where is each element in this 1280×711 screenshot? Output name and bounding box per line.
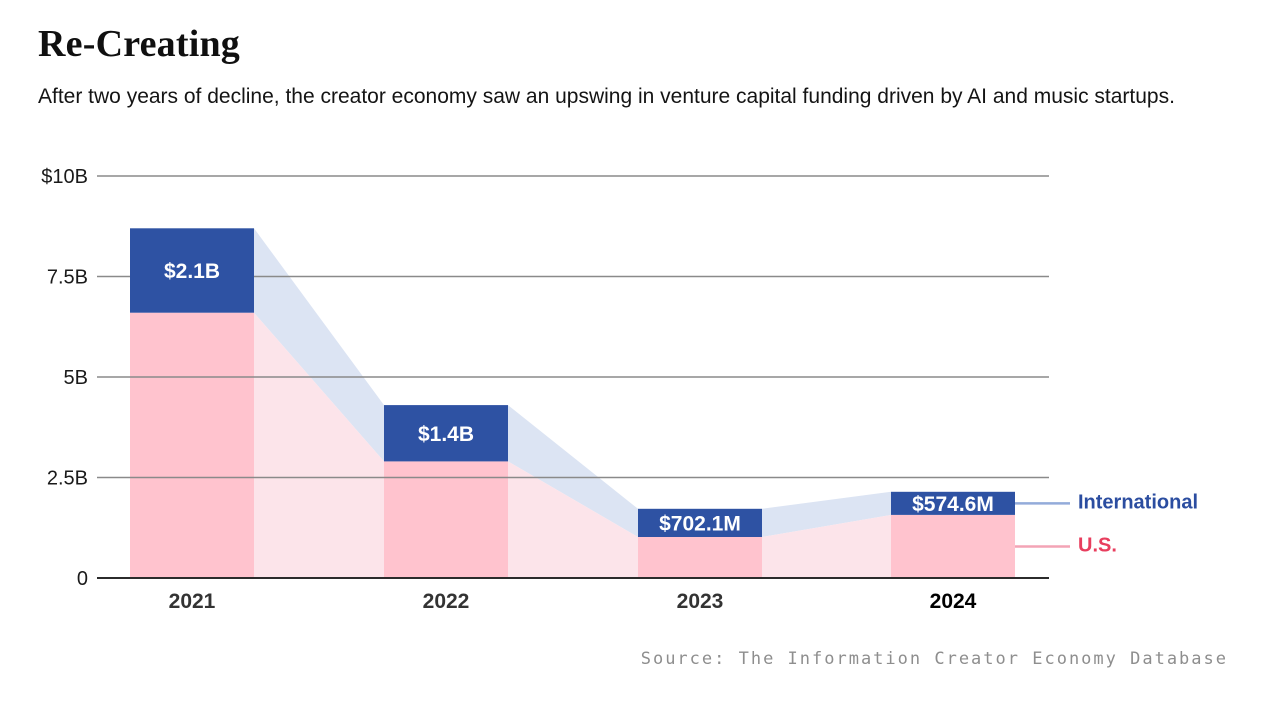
international-bar: [130, 228, 254, 313]
us-bar: [891, 514, 1015, 578]
y-tick-label: $10B: [41, 166, 88, 188]
y-tick-label: 0: [77, 568, 88, 590]
x-tick-label: 2023: [677, 590, 724, 613]
page-title: Re-Creating: [38, 23, 240, 65]
us-bar: [638, 537, 762, 578]
page-subtitle: After two years of decline, the creator …: [38, 85, 1175, 108]
x-tick-label: 2021: [169, 590, 216, 613]
us-area-band: [508, 461, 638, 578]
international-bar: [638, 508, 762, 537]
international-area-band: [762, 491, 891, 537]
international-bar: [384, 405, 508, 462]
legend-label-us: U.S.: [1078, 534, 1117, 557]
y-tick-label: 5B: [64, 367, 88, 389]
international-bar: [891, 491, 1015, 515]
y-tick-label: 2.5B: [47, 468, 88, 490]
x-tick-label: 2024: [930, 590, 977, 613]
legend-label-international: International: [1078, 491, 1199, 514]
us-bar: [130, 312, 254, 578]
x-tick-label: 2022: [423, 590, 470, 613]
bar-value-label: $702.1M: [659, 512, 741, 535]
bar-value-label: $2.1B: [164, 260, 220, 283]
international-area-band: [508, 405, 638, 537]
bar-value-label: $574.6M: [912, 493, 994, 516]
bar-value-label: $1.4B: [418, 423, 474, 446]
y-tick-label: 7.5B: [47, 267, 88, 289]
us-area-band: [762, 514, 891, 578]
us-area-band: [254, 312, 384, 578]
international-area-band: [254, 228, 384, 462]
us-bar: [384, 461, 508, 578]
source-credit: Source: The Information Creator Economy …: [640, 649, 1228, 669]
